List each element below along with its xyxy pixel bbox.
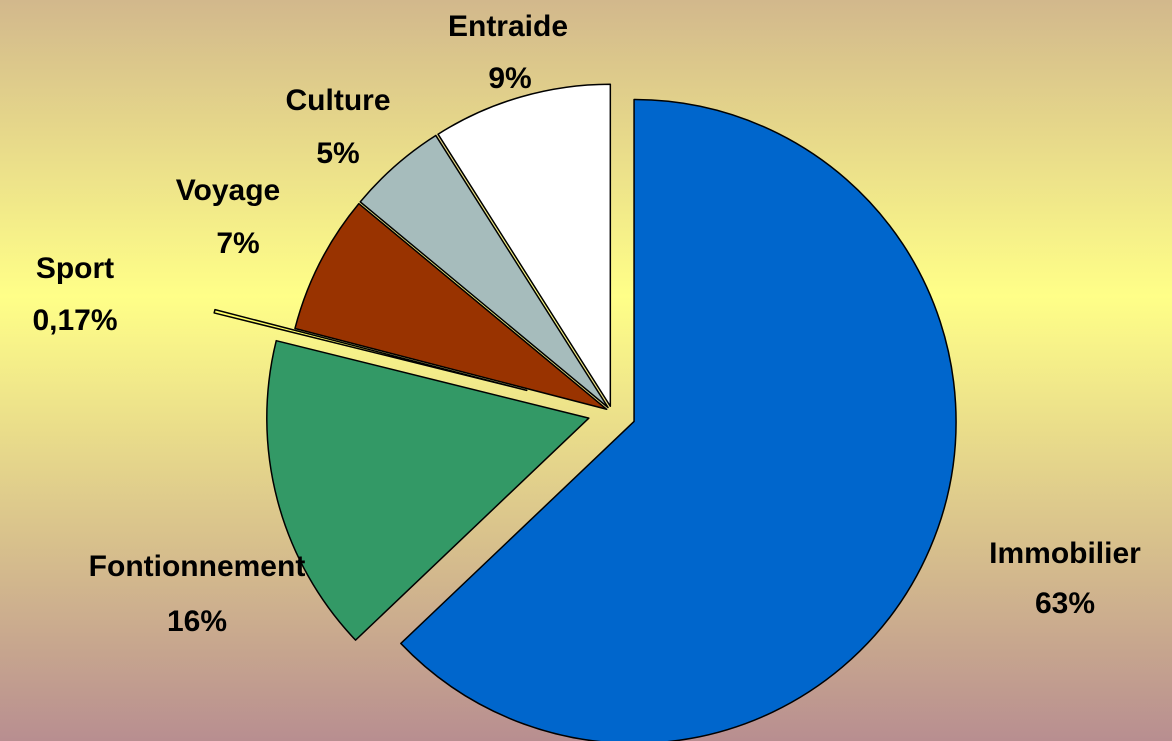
pie-slice — [359, 134, 609, 409]
slice-value-label: 5% — [316, 137, 359, 170]
slice-label: Culture — [286, 84, 391, 117]
slice-value-label: 7% — [216, 227, 259, 260]
pie-slice — [437, 83, 612, 407]
slice-label: Fontionnement — [89, 550, 306, 583]
slice-label: Sport — [36, 252, 114, 285]
slice-label: Entraide — [448, 10, 568, 43]
pie-slice — [294, 202, 608, 411]
slice-label: Immobilier — [989, 537, 1141, 570]
slice-value-label: 9% — [488, 62, 531, 95]
slice-label: Voyage — [176, 174, 281, 207]
slice-value-label: 0,17% — [32, 304, 117, 337]
pie-slice — [266, 339, 590, 641]
pie-slice — [213, 308, 528, 392]
pie-slice — [400, 98, 957, 741]
slice-value-label: 63% — [1035, 587, 1095, 620]
slice-value-label: 16% — [167, 605, 227, 638]
